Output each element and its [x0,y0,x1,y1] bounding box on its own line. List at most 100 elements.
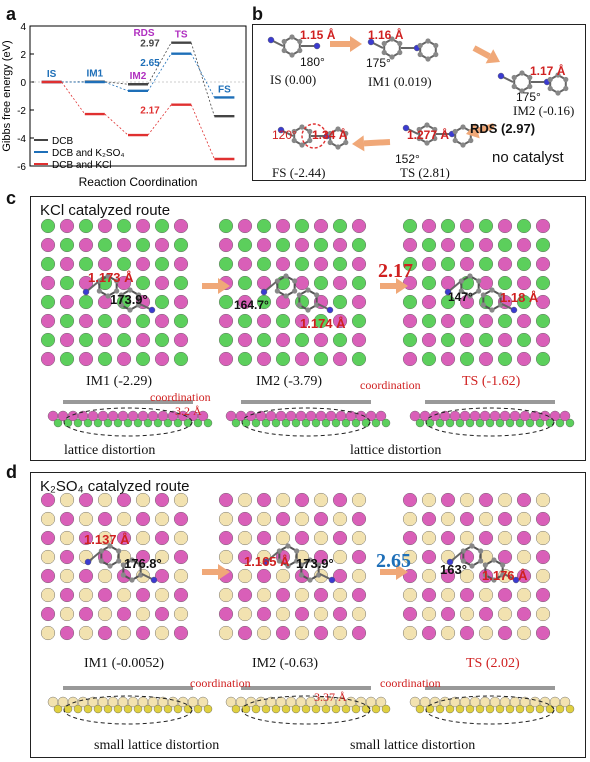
slab-atom [351,704,361,714]
molecule-b-0 [267,34,321,58]
lattice-atom [351,218,367,234]
slab-atom [381,704,391,714]
lattice-atom [516,625,532,641]
lattice-atom [478,218,494,234]
distortion-ellipse [63,695,193,725]
lattice-atom [154,530,170,546]
slab-atom [311,418,321,428]
lattice-atom [218,351,234,367]
lattice-atom [535,511,551,527]
carbon-atom [491,577,497,583]
lattice-atom [478,332,494,348]
slab-atom [153,418,163,428]
lattice-atom [154,568,170,584]
lattice-atom [154,256,170,272]
slab-atom [375,696,387,708]
k2so4-adsorbate-0 [84,543,158,584]
lattice-atom [40,332,56,348]
label-im1-d: IM1 (-0.0052) [84,656,165,671]
carbon-atom [335,144,341,150]
lattice-atom [459,492,475,508]
label-im2-b: IM2 (-0.16) [513,103,575,118]
lattice-atom [218,332,234,348]
label-ts-c: TS (-1.62) [462,374,521,389]
lattice-atom [218,237,234,253]
carbon-atom [547,85,553,92]
slab-atom [535,704,545,714]
connector [104,81,129,85]
slab-atom [515,418,525,428]
slab-atom [535,418,545,428]
slab-atom [495,704,505,714]
arrow-b1-head [350,36,362,52]
lattice-atom [516,218,532,234]
carbon-atom [316,562,322,568]
slab-atom [251,704,261,714]
slab-atom [455,704,465,714]
lattice-atom [459,511,475,527]
lattice-atom [78,218,94,234]
bond-length-im2-c: 1.174 Å [300,316,346,331]
lattice-atom [516,294,532,310]
lattice-atom [78,237,94,253]
lattice-atom [421,587,437,603]
energy-profile-chart: -6 -4 -2 0 2 4 Gibbs free energy (eV) Reaction … [1,22,247,189]
benzene-ring [513,71,531,93]
lattice-atom [154,606,170,622]
arrow-d2-head [396,564,408,580]
lattice-atom [40,275,56,291]
lattice-atom [516,606,532,622]
lattice-atom [351,511,367,527]
lattice-atom [516,351,532,367]
carbon-atom [138,572,144,578]
barrier-label: 2.65 [140,58,160,69]
lattice-atom [351,313,367,329]
lattice-atom [275,568,291,584]
lattice-atom [535,218,551,234]
lattice-atom [402,313,418,329]
lattice-atom [478,511,494,527]
slab-atom [321,704,331,714]
lattice-atom [78,587,94,603]
kcl-side-view-2 [409,400,575,428]
lattice-atom [237,332,253,348]
nitrogen-atom [328,576,336,584]
carbon-atom [116,548,122,554]
angle-im1-b: 175° [366,56,391,70]
lattice-atom [497,625,513,641]
lattice-atom [402,606,418,622]
slab-atom [525,418,535,428]
lattice-atom [275,313,291,329]
panel-label-b: b [252,4,263,24]
carbon-atom [417,42,423,49]
lattice-atom [313,606,329,622]
benzene-ring [419,39,437,61]
lattice-atom [351,606,367,622]
slab-atom [113,418,123,428]
carbon-atom [397,40,403,47]
lattice-atom [313,511,329,527]
lattice-atom [154,511,170,527]
carbon-atom [381,40,387,47]
slab-atom [231,704,241,714]
lattice-atom [275,511,291,527]
carbon-atom [480,302,486,308]
lattice-atom [535,568,551,584]
slab-atom [143,418,153,428]
lattice-atom [421,549,437,565]
distortion-label-d2: small lattice distortion [350,738,476,753]
rds-label-b: RDS (2.97) [470,121,536,136]
lattice-atom [256,625,272,641]
lattice-atom [97,606,113,622]
lattice-atom [59,294,75,310]
arrow-b2-head [485,49,500,64]
lattice-atom [402,530,418,546]
carbon-atom [299,142,305,148]
lattice-atom [402,511,418,527]
carbon-atom [307,128,313,135]
lattice-atom [402,587,418,603]
connector [104,113,129,136]
lattice-atom [135,237,151,253]
bond-length-ts-b: 1.277 Å [407,128,450,142]
lattice-atom [313,492,329,508]
